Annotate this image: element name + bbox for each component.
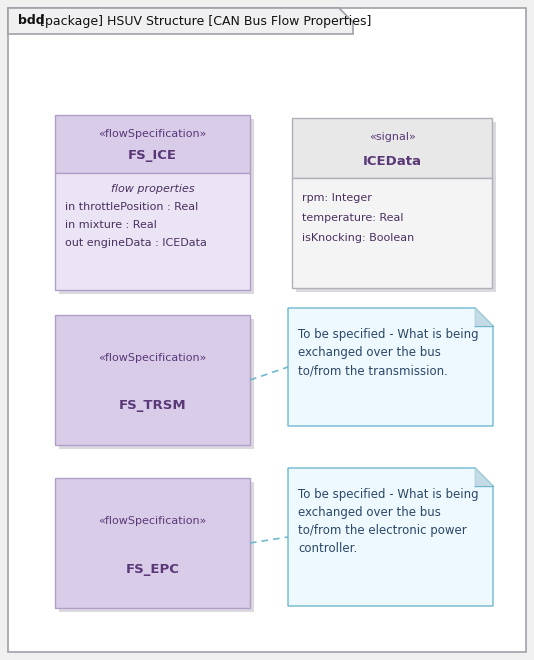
- Bar: [55, 173, 250, 290]
- Text: «flowSpecification»: «flowSpecification»: [98, 516, 207, 526]
- Bar: [59, 119, 254, 294]
- Bar: [292, 178, 492, 288]
- Text: in mixture : Real: in mixture : Real: [65, 220, 157, 230]
- Bar: [292, 118, 492, 178]
- Text: temperature: Real: temperature: Real: [302, 213, 404, 223]
- Polygon shape: [288, 468, 493, 606]
- Text: isKnocking: Boolean: isKnocking: Boolean: [302, 233, 414, 243]
- Bar: [59, 482, 254, 612]
- Bar: [296, 122, 496, 292]
- Text: in throttlePosition : Real: in throttlePosition : Real: [65, 202, 198, 212]
- Text: To be specified - What is being
exchanged over the bus
to/from the electronic po: To be specified - What is being exchange…: [298, 488, 478, 555]
- Bar: [55, 315, 250, 445]
- Text: [package] HSUV Structure [CAN Bus Flow Properties]: [package] HSUV Structure [CAN Bus Flow P…: [40, 15, 371, 28]
- Text: flow properties: flow properties: [111, 184, 194, 194]
- Polygon shape: [8, 8, 353, 34]
- Text: out engineData : ICEData: out engineData : ICEData: [65, 238, 207, 248]
- Text: ICEData: ICEData: [363, 154, 421, 168]
- Bar: [59, 319, 254, 449]
- Text: «signal»: «signal»: [368, 132, 415, 142]
- Text: FS_EPC: FS_EPC: [125, 562, 179, 576]
- Text: FS_ICE: FS_ICE: [128, 149, 177, 162]
- Text: «flowSpecification»: «flowSpecification»: [98, 353, 207, 363]
- Text: To be specified - What is being
exchanged over the bus
to/from the transmission.: To be specified - What is being exchange…: [298, 328, 478, 377]
- Polygon shape: [475, 468, 493, 486]
- Text: FS_TRSM: FS_TRSM: [119, 399, 186, 412]
- Polygon shape: [475, 308, 493, 326]
- Bar: [55, 478, 250, 608]
- Bar: [55, 115, 250, 173]
- Polygon shape: [288, 308, 493, 426]
- Text: «flowSpecification»: «flowSpecification»: [98, 129, 207, 139]
- Text: bdd: bdd: [18, 15, 45, 28]
- Text: rpm: Integer: rpm: Integer: [302, 193, 372, 203]
